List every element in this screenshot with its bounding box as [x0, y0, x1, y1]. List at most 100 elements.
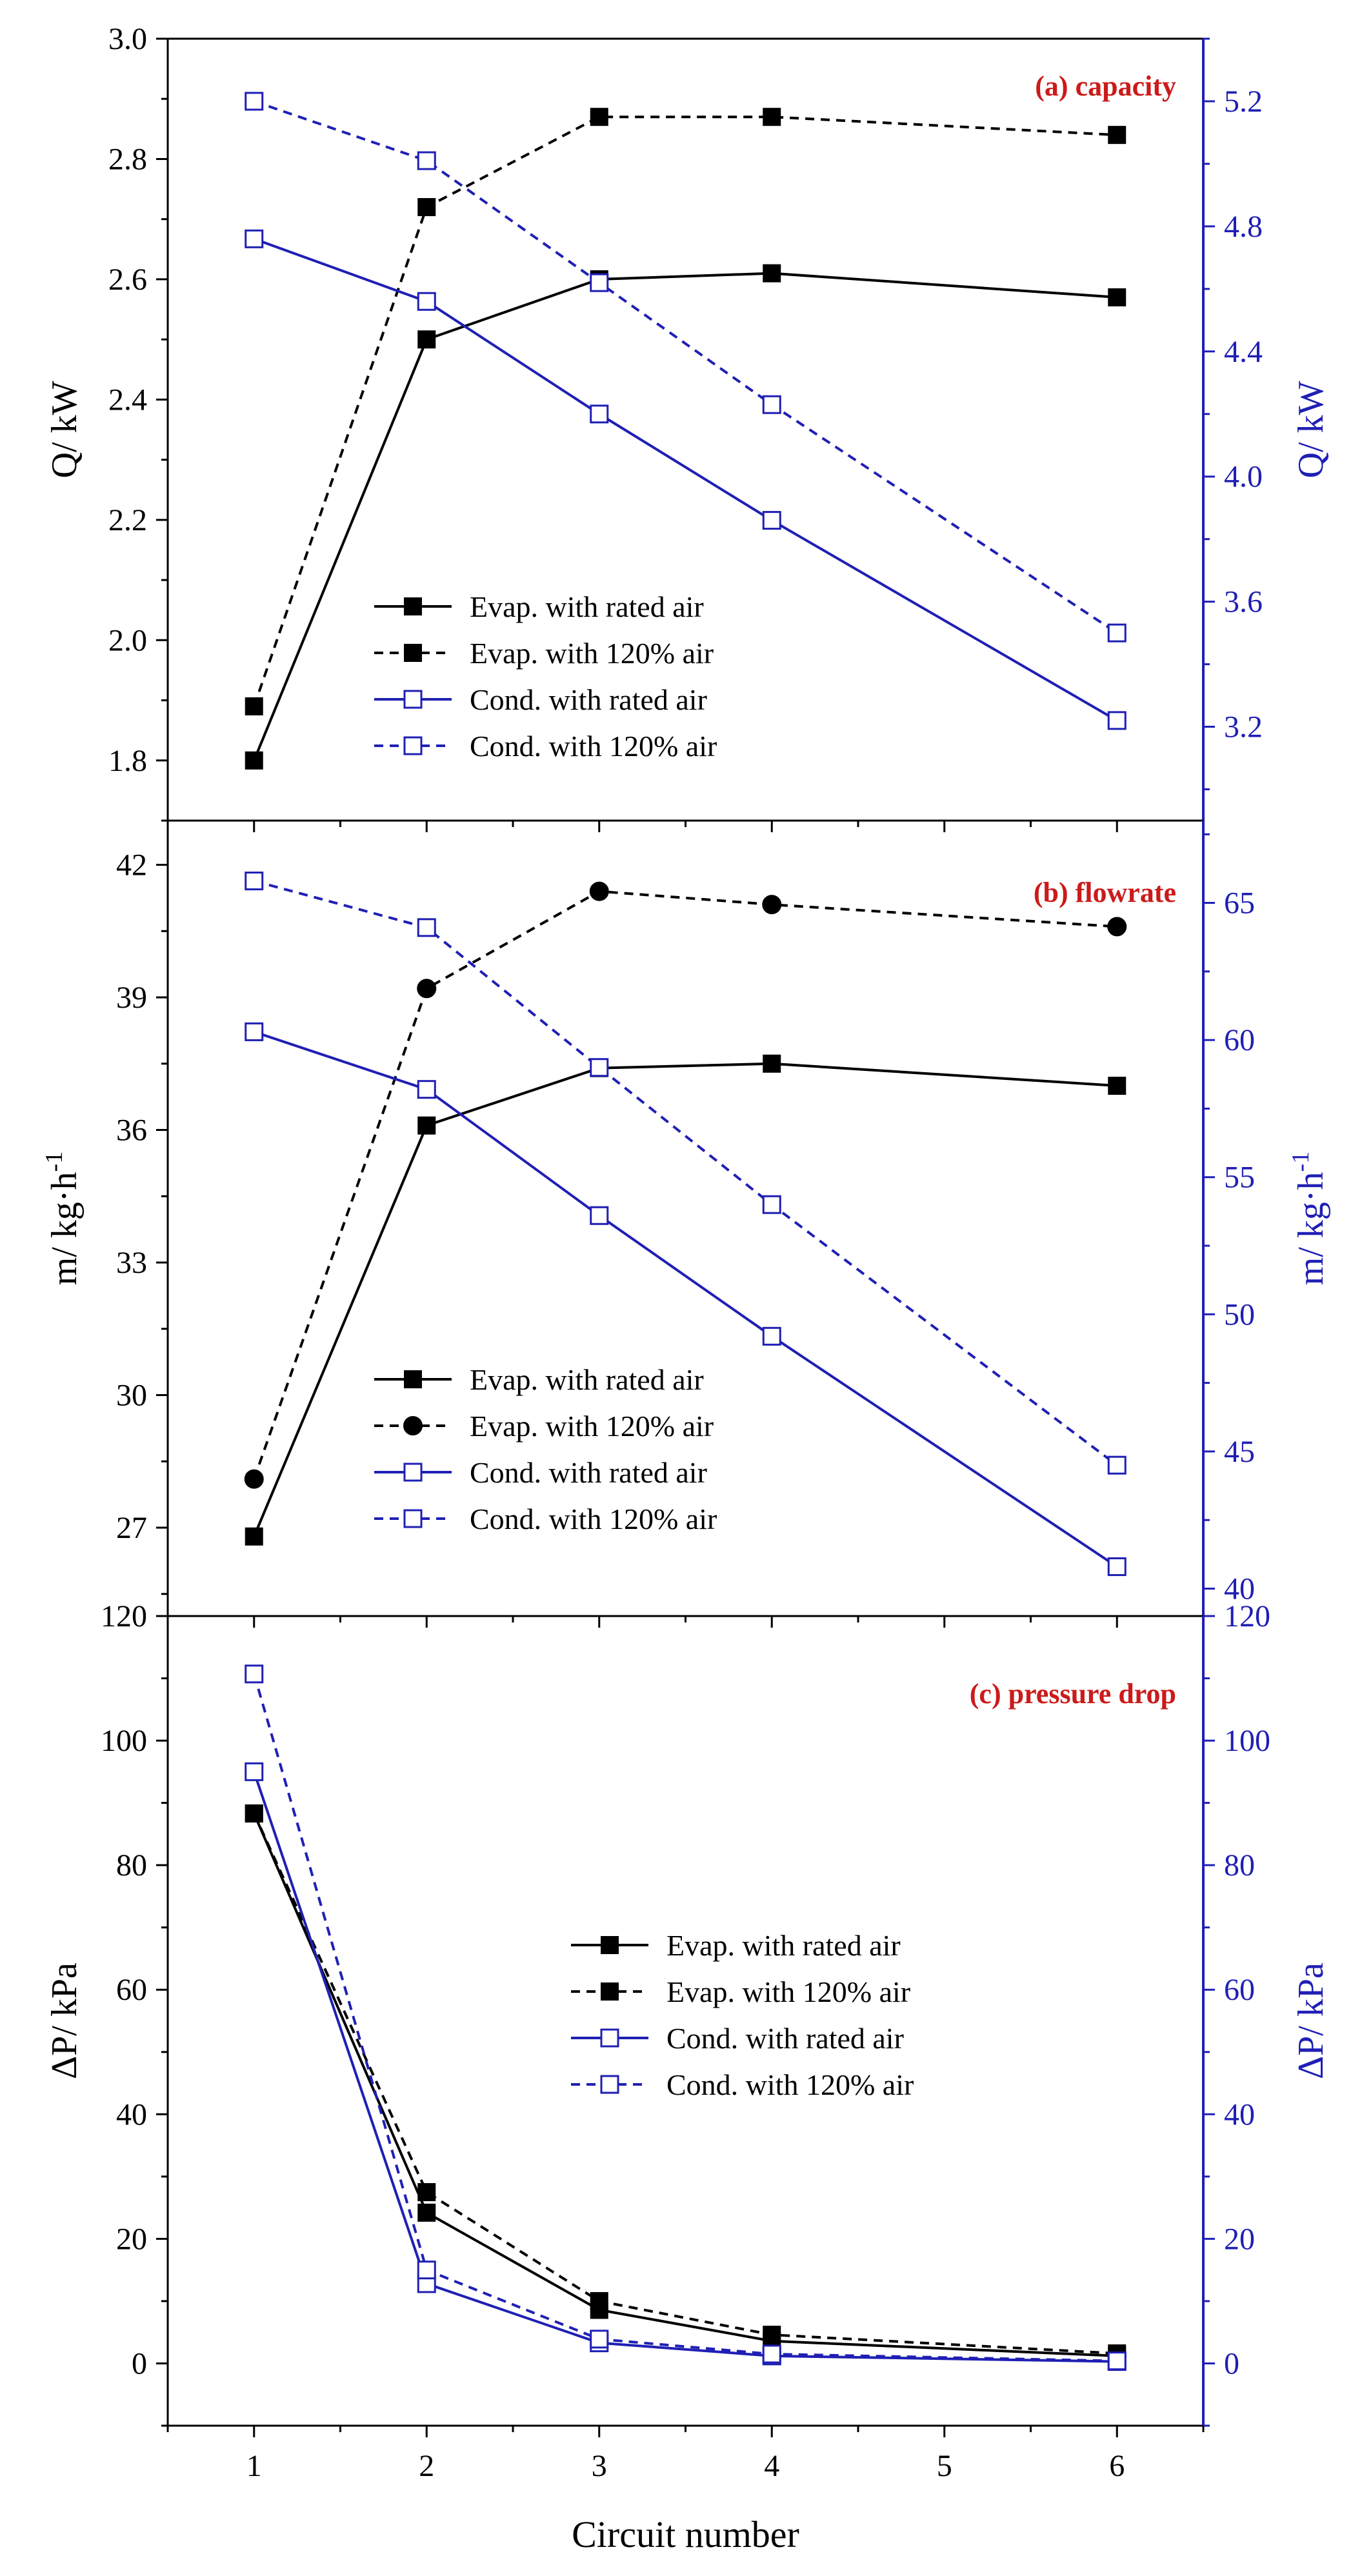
data-point-s3-0	[245, 872, 264, 891]
data-point-s3-3	[762, 395, 781, 414]
legend-label-0: Evap. with rated air	[666, 1929, 901, 1962]
data-point-s1-2	[590, 108, 608, 126]
data-point-s1-3	[762, 895, 782, 915]
legend-label-2: Cond. with rated air	[666, 2022, 904, 2055]
left-tick-label: 42	[116, 848, 147, 883]
data-point-s1-4	[1108, 126, 1127, 145]
left-tick-label: 1.8	[108, 744, 147, 778]
right-tick-label: 80	[1224, 1848, 1255, 1882]
data-point-s2-0	[245, 1022, 264, 1041]
right-tick-label: 4.8	[1224, 210, 1263, 244]
left-axis-label-text: m/ kg·h	[45, 1172, 85, 1285]
data-point-s3-3	[762, 2344, 781, 2364]
legend-marker-0	[601, 1936, 619, 1954]
data-point-s2-4	[1107, 1557, 1127, 1576]
left-tick-label: 39	[116, 981, 147, 1015]
data-point-s2-1	[417, 292, 436, 311]
right-tick-label: 45	[1224, 1435, 1255, 1469]
series-line-1	[252, 115, 1117, 707]
x-tick-label: 1	[246, 2449, 262, 2483]
panel-title: (b) flowrate	[1034, 877, 1176, 908]
right-tick-label: 4.4	[1224, 335, 1263, 369]
right-tick-label: 40	[1224, 1572, 1255, 1606]
data-point-s0-0	[245, 1527, 263, 1546]
data-point-s2-1	[417, 1080, 436, 1099]
data-point-s3-0	[245, 92, 264, 111]
right-tick-label: 50	[1224, 1297, 1255, 1332]
data-point-s1-0	[245, 697, 263, 715]
right-axis-label: m/ kg·h-1	[1287, 1152, 1331, 1285]
left-axis-label: m/ kg·h-1	[41, 1152, 85, 1285]
data-point-s1-0	[244, 1469, 264, 1489]
legend-marker-1	[601, 1982, 619, 2001]
data-point-s3-4	[1107, 1455, 1127, 1475]
right-tick-label: 120	[1224, 1599, 1270, 1633]
panel-title: (a) capacity	[1035, 70, 1176, 102]
data-point-s0-1	[417, 330, 436, 349]
left-axis-label: ΔP/ kPa	[45, 1962, 85, 2079]
left-tick-label: 2.8	[108, 142, 147, 176]
left-axis-label-text: Q/ kW	[45, 381, 85, 478]
right-tick-label: 100	[1224, 1724, 1270, 1758]
legend-label-2: Cond. with rated air	[470, 1456, 707, 1489]
x-tick-label: 6	[1109, 2449, 1125, 2483]
data-point-s3-2	[590, 2330, 609, 2349]
data-point-s1-1	[417, 2182, 436, 2201]
data-point-s0-3	[763, 264, 781, 283]
right-tick-label: 55	[1224, 1161, 1255, 1195]
series-line-2	[252, 1771, 1117, 2363]
legend-marker-0	[404, 597, 422, 615]
legend-marker-0	[404, 1370, 422, 1388]
legend-label-1: Evap. with 120% air	[470, 637, 714, 670]
left-axis-label-superscript: -1	[41, 1152, 68, 1172]
left-tick-label: 2.4	[108, 383, 147, 417]
data-point-s1-0	[245, 1804, 263, 1823]
data-point-s3-4	[1107, 2351, 1127, 2371]
legend-marker-1	[404, 644, 422, 662]
data-point-s2-3	[762, 1326, 781, 1346]
data-point-s0-4	[1108, 1077, 1127, 1095]
right-tick-label: 5.2	[1224, 85, 1263, 119]
legend-marker-3	[403, 1509, 423, 1528]
right-axis-label-text: Q/ kW	[1291, 381, 1331, 478]
left-tick-label: 40	[116, 2097, 147, 2132]
right-tick-label: 40	[1224, 2097, 1255, 2132]
left-tick-label: 3.0	[108, 22, 147, 56]
data-point-s0-1	[417, 1116, 436, 1135]
data-point-s3-0	[245, 1664, 264, 1684]
legend-label-0: Evap. with rated air	[470, 1363, 704, 1396]
series-line-3	[254, 879, 1118, 1466]
data-point-s3-1	[417, 2261, 436, 2280]
left-tick-label: 120	[101, 1599, 147, 1633]
left-tick-label: 2.2	[108, 503, 147, 537]
legend-label-3: Cond. with 120% air	[666, 2068, 914, 2101]
legend-label-1: Evap. with 120% air	[470, 1410, 714, 1443]
left-tick-label: 33	[116, 1246, 147, 1280]
data-point-s1-4	[1107, 917, 1127, 937]
left-tick-label: 2.0	[108, 623, 147, 657]
legend-marker-2	[403, 1463, 423, 1482]
right-tick-label: 65	[1224, 886, 1255, 921]
data-point-s2-3	[762, 511, 781, 530]
data-point-s3-4	[1107, 623, 1127, 643]
legend-marker-3	[600, 2075, 619, 2094]
right-tick-label: 3.6	[1224, 585, 1263, 619]
data-point-s3-1	[417, 151, 436, 170]
legend-label-0: Evap. with rated air	[470, 590, 704, 623]
data-point-s1-2	[589, 881, 609, 901]
data-point-s2-0	[245, 229, 264, 248]
right-tick-label: 0	[1224, 2346, 1239, 2381]
right-axis-label-superscript: -1	[1287, 1152, 1314, 1172]
left-tick-label: 30	[116, 1379, 147, 1413]
right-axis-label: Q/ kW	[1291, 381, 1331, 478]
right-axis-label-text: ΔP/ kPa	[1291, 1962, 1331, 2079]
data-point-s0-1	[417, 2203, 436, 2222]
right-axis-label: ΔP/ kPa	[1291, 1962, 1331, 2079]
x-tick-label: 5	[937, 2449, 952, 2483]
data-point-s2-0	[245, 1762, 264, 1781]
data-point-s1-3	[763, 108, 781, 126]
data-point-s2-2	[590, 1206, 609, 1225]
right-tick-label: 60	[1224, 1023, 1255, 1057]
data-point-s0-3	[763, 1054, 781, 1073]
